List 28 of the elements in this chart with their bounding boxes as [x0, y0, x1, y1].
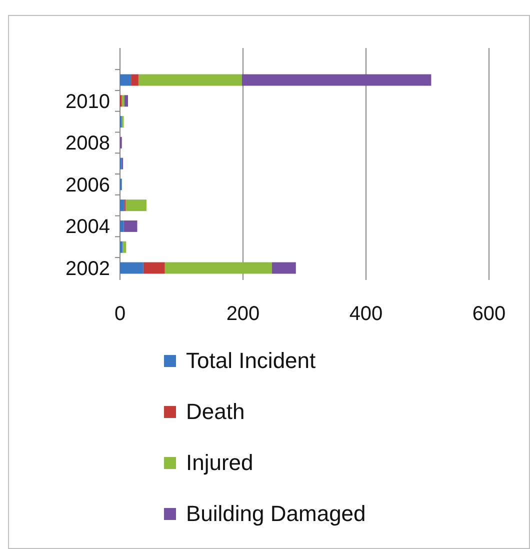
bar [164, 262, 272, 274]
x-tick-label: 0 [114, 303, 126, 325]
x-tick-label: 400 [349, 303, 383, 325]
bar [138, 74, 242, 86]
bar [122, 241, 126, 253]
bar [120, 200, 124, 212]
bar [242, 74, 432, 86]
bar [120, 262, 144, 274]
legend-label: Building Damaged [186, 501, 366, 526]
y-tick-label: 2008 [66, 132, 110, 155]
x-tick-label: 600 [472, 303, 506, 325]
bar [122, 95, 124, 107]
bar [124, 220, 138, 232]
legend-label: Injured [186, 450, 254, 475]
y-tick-label: 2006 [66, 174, 110, 196]
bar [124, 95, 128, 107]
bar [120, 220, 124, 232]
legend-label: Death [186, 399, 245, 424]
y-tick-label: 2010 [66, 90, 110, 113]
y-tick-label: 2002 [66, 258, 110, 280]
y-tick-label: 2004 [66, 216, 110, 238]
legend-label: Total Incident [186, 348, 316, 373]
bar [143, 262, 165, 274]
bar [131, 74, 138, 86]
bar [126, 200, 146, 212]
bar [120, 74, 132, 86]
x-tick-label: 200 [226, 303, 260, 325]
bar [272, 262, 296, 274]
